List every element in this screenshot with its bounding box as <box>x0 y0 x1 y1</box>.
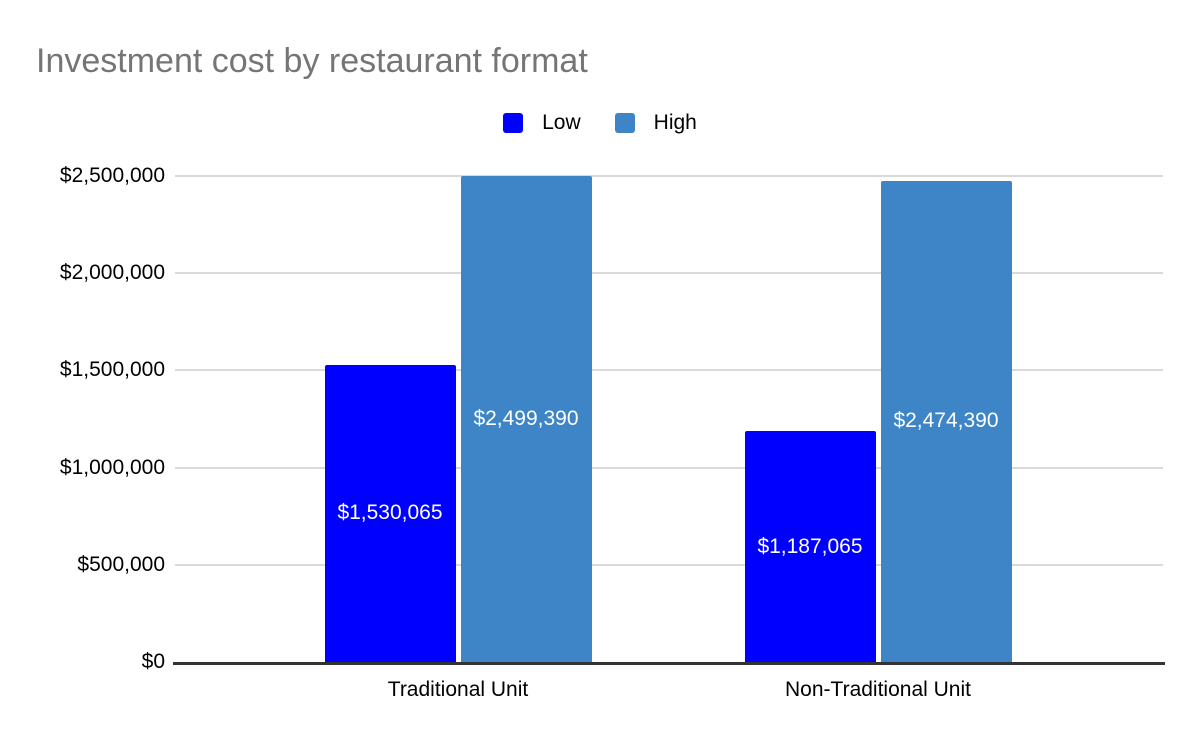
chart-title: Investment cost by restaurant format <box>36 42 588 80</box>
gridline <box>175 272 1163 275</box>
bar-value-label: $1,530,065 <box>337 501 443 525</box>
legend-item-low: Low <box>503 110 581 136</box>
x-axis-baseline <box>173 662 1165 665</box>
bar-value-label: $1,187,065 <box>757 534 863 558</box>
legend-label-high: High <box>653 111 697 134</box>
legend-swatch-low-icon <box>503 113 524 133</box>
bar-low-traditional-unit: $1,530,065 <box>324 364 456 662</box>
bar-high-non-traditional-unit: $2,474,390 <box>880 180 1012 662</box>
legend-item-high: High <box>614 110 697 136</box>
gridline <box>175 466 1163 469</box>
y-axis-tick-label: $1,500,000 <box>59 358 165 382</box>
y-axis-tick-label: $0 <box>141 650 165 673</box>
y-axis-tick-label: $1,000,000 <box>59 455 165 479</box>
bar-value-label: $2,474,390 <box>893 409 999 433</box>
gridline <box>175 563 1163 566</box>
chart-legend: Low High <box>0 110 1200 136</box>
y-axis-tick-label: $500,000 <box>77 552 165 576</box>
bar-value-label: $2,499,390 <box>473 407 579 431</box>
gridline <box>175 369 1163 372</box>
bar-high-traditional-unit: $2,499,390 <box>460 176 592 662</box>
bar-low-non-traditional-unit: $1,187,065 <box>744 431 876 662</box>
legend-swatch-high-icon <box>614 113 635 133</box>
gridline <box>175 175 1163 177</box>
x-axis-category-label: Traditional Unit <box>387 678 529 701</box>
y-axis-tick-label: $2,500,000 <box>59 164 165 187</box>
legend-label-low: Low <box>542 111 581 134</box>
x-axis-category-label: Non-Traditional Unit <box>785 678 971 701</box>
y-axis-tick-label: $2,000,000 <box>59 261 165 285</box>
